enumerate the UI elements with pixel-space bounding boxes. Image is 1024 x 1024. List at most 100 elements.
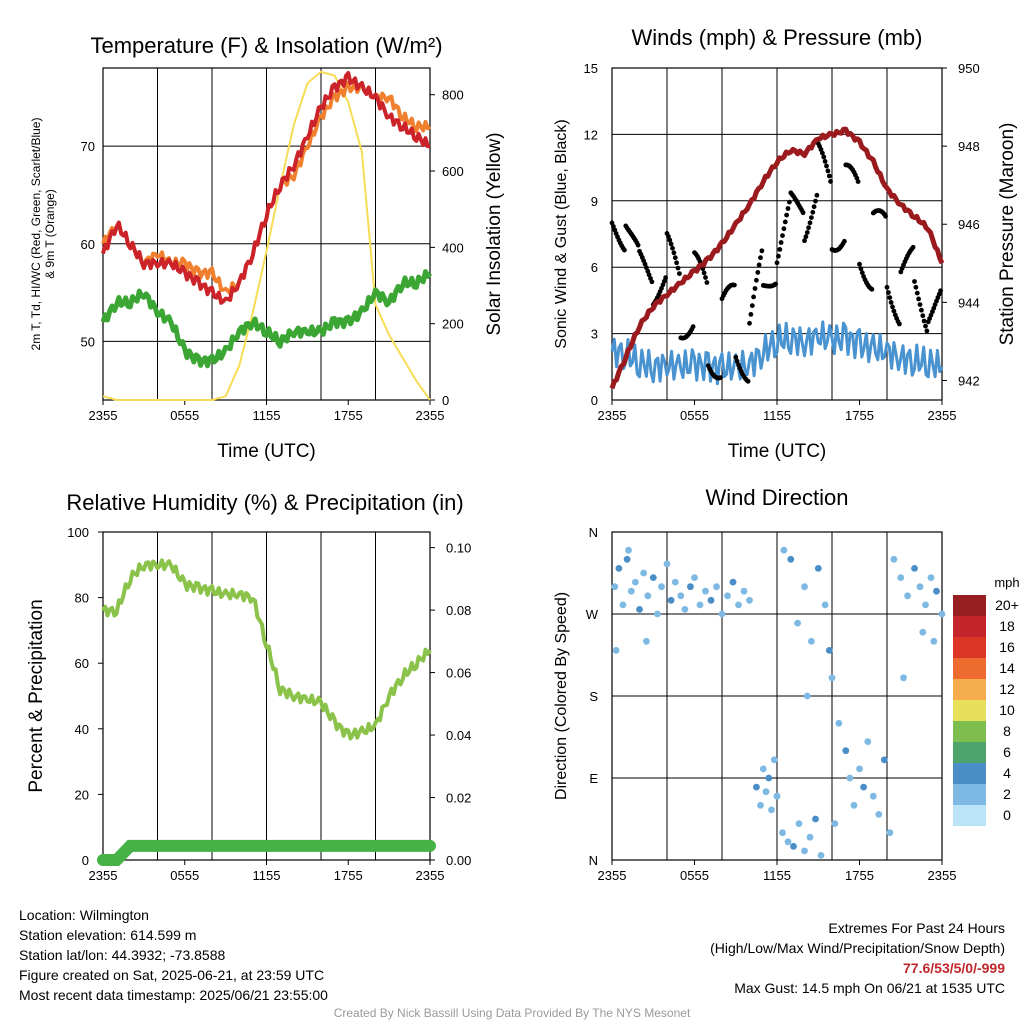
direction-point bbox=[632, 578, 639, 586]
winds-gust-point bbox=[704, 280, 710, 285]
winds-gust-point bbox=[670, 245, 675, 251]
winds-xtick-label: 2355 bbox=[598, 408, 627, 423]
temperature-xtick-label: 1755 bbox=[334, 408, 363, 423]
direction-point bbox=[671, 578, 679, 586]
direction-point bbox=[927, 574, 935, 581]
humidity-ylabel-left: Percent & Precipitation bbox=[26, 599, 47, 792]
winds-gust-point bbox=[913, 284, 919, 290]
winds-gust-point bbox=[755, 270, 761, 275]
temperature-y2tick-label: 400 bbox=[442, 240, 464, 255]
extremes-values: 77.6/53/5/0/-999 bbox=[903, 960, 1005, 976]
winds-ylabel-right: Station Pressure (Maroon) bbox=[997, 123, 1018, 346]
winds-gust-point bbox=[859, 270, 865, 276]
direction-point bbox=[627, 587, 635, 595]
direction-point bbox=[654, 610, 661, 618]
recent-text: Most recent data timestamp: 2025/06/21 2… bbox=[19, 987, 328, 1003]
direction-point bbox=[825, 647, 833, 654]
direction-legend-swatch bbox=[953, 700, 986, 721]
winds-gust-point bbox=[932, 302, 938, 307]
winds-y2tick-label: 948 bbox=[958, 139, 980, 154]
extremes-subtitle: (High/Low/Max Wind/Precipitation/Snow De… bbox=[710, 940, 1005, 956]
winds-gust-point bbox=[690, 324, 696, 330]
winds-xtick-label: 1755 bbox=[845, 408, 874, 423]
direction-point bbox=[780, 546, 788, 554]
temperature-y2tick-label: 800 bbox=[442, 88, 464, 103]
direction-point bbox=[890, 555, 898, 563]
direction-point bbox=[897, 574, 905, 581]
winds-gust-point bbox=[807, 220, 813, 226]
humidity-xtick-label: 1755 bbox=[334, 868, 363, 883]
humidity-y2tick-label: 0.10 bbox=[446, 541, 471, 556]
temperature-series-solar-insolation bbox=[102, 70, 431, 401]
winds-gust-point bbox=[919, 307, 924, 313]
temperature-series-2m-t bbox=[101, 71, 431, 305]
max-gust-text: Max Gust: 14.5 mph On 06/21 at 1535 UTC bbox=[734, 980, 1005, 996]
direction-legend-swatch bbox=[953, 616, 986, 637]
winds-title: Winds (mph) & Pressure (mb) bbox=[632, 25, 923, 50]
humidity-title: Relative Humidity (%) & Precipitation (i… bbox=[66, 490, 463, 515]
winds-gust-point bbox=[806, 225, 811, 231]
created-text: Figure created on Sat, 2025-06-21, at 23… bbox=[19, 967, 325, 983]
direction-point bbox=[611, 583, 619, 591]
direction-point bbox=[757, 801, 764, 809]
elevation-text: Station elevation: 614.599 m bbox=[19, 927, 197, 943]
winds-gust-point bbox=[677, 271, 682, 276]
winds-gust-point bbox=[826, 173, 832, 179]
humidity-xtick-label: 2355 bbox=[416, 868, 445, 883]
winds-gust-point bbox=[921, 318, 927, 324]
winds-gust-point bbox=[774, 260, 780, 266]
winds-gust-point bbox=[781, 226, 787, 232]
winds-gust-point bbox=[752, 286, 758, 291]
humidity-ytick-label: 20 bbox=[75, 787, 89, 802]
winds-gust-point bbox=[888, 300, 894, 305]
winds-gust-point bbox=[745, 378, 751, 384]
winds-gust-point bbox=[828, 179, 833, 184]
direction-legend-swatch bbox=[953, 595, 986, 616]
direction-point bbox=[938, 610, 946, 618]
direction-legend-label: 8 bbox=[1003, 723, 1011, 739]
extremes-title: Extremes For Past 24 Hours bbox=[828, 920, 1005, 936]
winds-gust-point bbox=[666, 234, 671, 239]
humidity-y2tick-label: 0.08 bbox=[446, 603, 471, 618]
credit-text: Created By Nick Bassill Using Data Provi… bbox=[333, 1006, 691, 1020]
winds-gust-point bbox=[644, 265, 649, 271]
humidity-y2tick-label: 0.04 bbox=[446, 728, 471, 743]
direction-point bbox=[718, 610, 726, 618]
winds-ylabel-left: Sonic Wind & Gust (Blue, Black) bbox=[553, 119, 570, 348]
direction-point bbox=[880, 756, 888, 764]
direction-point bbox=[790, 842, 797, 850]
humidity-panel: 2355 0555 1155 1755 23550204060801000.000.02… bbox=[26, 490, 471, 883]
winds-ytick-label: 0 bbox=[591, 393, 598, 408]
direction-legend-label: 4 bbox=[1003, 765, 1011, 781]
direction-point bbox=[753, 783, 760, 791]
location-text: Location: Wilmington bbox=[19, 907, 149, 923]
direction-point bbox=[643, 637, 650, 645]
temperature-xtick-label: 2355 bbox=[416, 408, 445, 423]
winds-gust-point bbox=[758, 255, 763, 261]
direction-ytick-label: N bbox=[589, 853, 598, 868]
direction-point bbox=[623, 555, 631, 563]
winds-gust-point bbox=[609, 220, 615, 226]
humidity-xtick-label: 1155 bbox=[253, 868, 281, 883]
direction-legend-swatch bbox=[953, 763, 986, 784]
direction-xtick-label: 2355 bbox=[598, 868, 627, 883]
direction-point bbox=[911, 565, 918, 572]
direction-point bbox=[814, 565, 822, 572]
temperature-ytick-label: 60 bbox=[81, 237, 95, 252]
winds-gust-point bbox=[855, 179, 861, 185]
direction-point bbox=[702, 587, 709, 595]
humidity-ytick-label: 60 bbox=[75, 656, 89, 671]
winds-gust-point bbox=[733, 354, 739, 360]
direction-point bbox=[746, 596, 753, 604]
winds-gust-point bbox=[773, 281, 778, 287]
direction-point bbox=[696, 601, 704, 609]
direction-point bbox=[762, 788, 770, 796]
winds-gust-point bbox=[886, 290, 891, 295]
direction-point bbox=[919, 628, 927, 636]
direction-legend-label: 18 bbox=[999, 618, 1015, 634]
direction-point bbox=[860, 783, 867, 791]
direction-legend-swatch bbox=[953, 784, 986, 805]
winds-gust-point bbox=[661, 278, 667, 284]
winds-gust-point bbox=[749, 303, 755, 308]
winds-gust-point bbox=[917, 302, 923, 307]
